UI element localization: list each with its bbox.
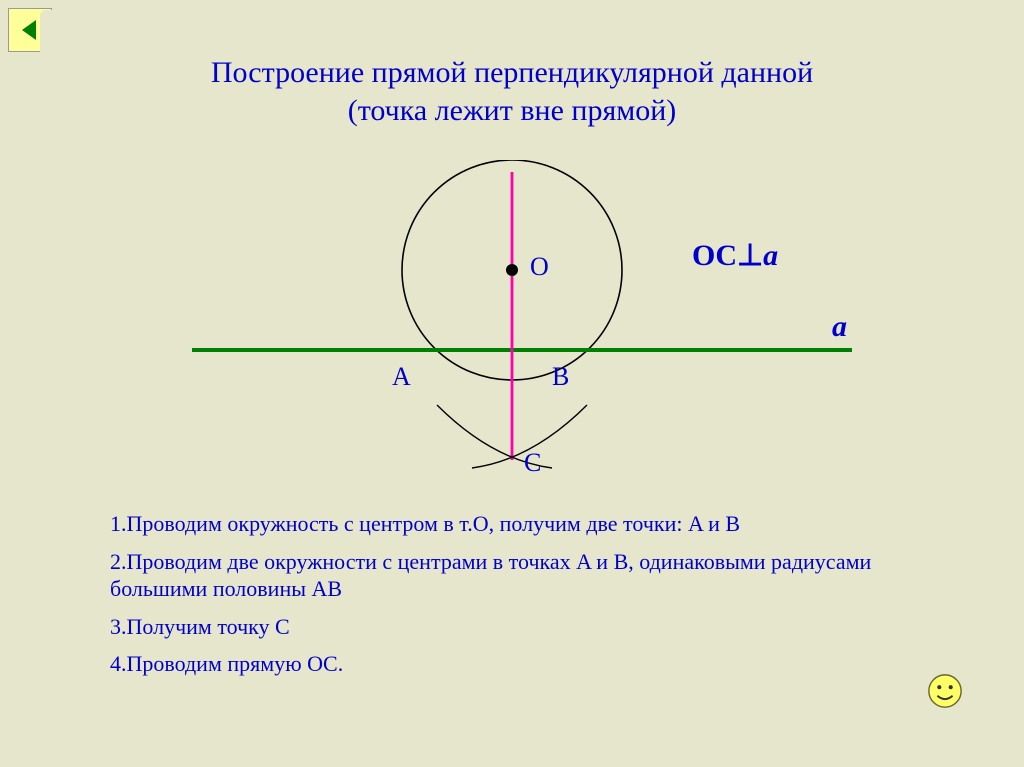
smiley-eye-right [949,685,953,689]
label-perp: OC⊥a [692,238,778,273]
smiley-eye-left [937,685,941,689]
construction-steps: 1.Проводим окружность с центром в т.O, п… [110,510,944,688]
perp-symbol: ⊥ [737,239,763,272]
label-a-point: A [392,362,411,392]
step-1: 1.Проводим окружность с центром в т.O, п… [110,510,944,538]
label-b-point: B [552,362,569,392]
title-line-2: (точка лежит вне прямой) [40,92,984,130]
label-line-a: a [832,310,847,344]
title-line-1: Построение прямой перпендикулярной данно… [40,54,984,92]
perp-suffix: a [763,239,778,272]
step-2: 2.Проводим две окружности с центрами в т… [110,548,944,603]
step-4: 4.Проводим прямую OC. [110,650,944,678]
slide-page: Построение прямой перпендикулярной данно… [40,10,984,730]
label-c-point: C [524,448,541,478]
smiley-icon [926,672,964,710]
point-o [506,264,518,276]
page-title: Построение прямой перпендикулярной данно… [40,54,984,129]
geometry-diagram: O A B C a OC⊥a [132,160,892,480]
diagram-svg [132,160,892,480]
step-3: 3.Получим точку C [110,613,944,641]
label-o: O [530,252,549,282]
smiley-face [929,675,961,707]
perp-prefix: OC [692,239,737,272]
